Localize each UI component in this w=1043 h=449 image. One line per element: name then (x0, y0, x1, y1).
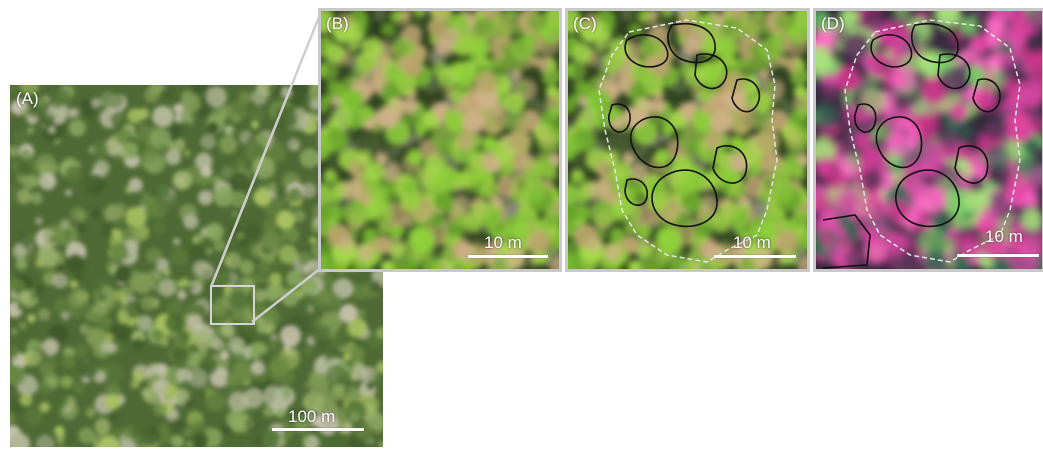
panel-a-label: (A) (16, 89, 39, 108)
panel-a-scalebar-label: 100 m (288, 407, 336, 426)
panel-d-label: (D) (821, 14, 845, 33)
panel-d-scalebar (957, 254, 1039, 257)
crown-boundary-dashed (844, 19, 1021, 263)
panel-c-outlined-crown: (C) 10 m (565, 8, 810, 272)
panel-a-scalebar (272, 428, 364, 431)
tree-crown-false-color-image (815, 10, 1043, 270)
zoom-region-box (210, 285, 255, 325)
panel-b-scalebar-label: 10 m (484, 233, 522, 252)
panel-c-scalebar (714, 255, 796, 258)
dead-branch-outlines (822, 23, 1001, 269)
panel-c-scalebar-label: 10 m (733, 233, 771, 252)
tree-crown-outlined-image (567, 10, 808, 270)
crown-boundary-dashed (598, 19, 778, 263)
panel-b-label: (B) (326, 14, 349, 33)
panel-d-scalebar-label: 10 m (985, 227, 1023, 246)
panel-c-label: (C) (573, 14, 597, 33)
panel-b-scalebar (468, 255, 548, 258)
panel-d-false-color-crown: (D) 10 m (813, 8, 1043, 272)
panel-b-rgb-crown: (B) 10 m (318, 8, 562, 272)
tree-crown-rgb-image (320, 10, 560, 270)
dead-branch-outlines (608, 23, 761, 228)
